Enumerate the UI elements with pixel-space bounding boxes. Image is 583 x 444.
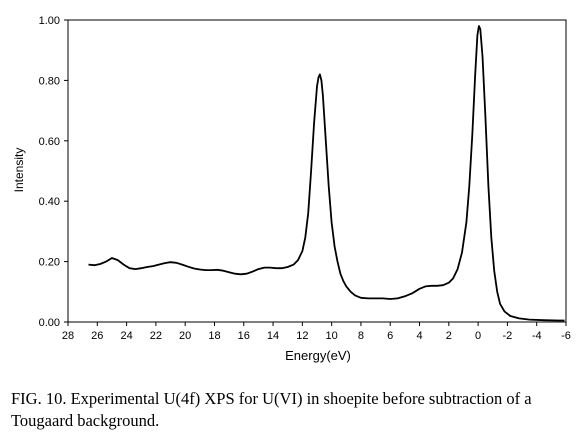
x-tick-label: 12 [296, 330, 308, 342]
plot-frame [67, 19, 567, 323]
spectrum-line [88, 25, 565, 322]
x-tick-label: 0 [475, 330, 481, 342]
x-tick-label: -2 [503, 330, 513, 342]
axis-ticks: 28 26 24 22 20 18 16 14 12 10 8 6 4 2 0 -2 -4 -60.000.200… [39, 15, 571, 342]
x-tick-label: 6 [387, 330, 393, 342]
x-tick-label: 8 [358, 330, 364, 342]
x-tick-label: 16 [238, 330, 250, 342]
x-tick-label: 4 [416, 330, 422, 342]
x-tick-label: 10 [326, 330, 338, 342]
x-tick-label: 26 [91, 330, 103, 342]
y-tick-label: 0.80 [39, 75, 60, 87]
x-tick-label: 24 [120, 330, 132, 342]
y-tick-label: 1.00 [39, 15, 60, 27]
x-tick-label: 22 [150, 330, 162, 342]
x-axis-label: Energy(eV) [285, 348, 351, 363]
figure-caption: FIG. 10. Experimental U(4f) XPS for U(VI… [11, 389, 532, 430]
y-tick-label: 0.20 [39, 257, 60, 269]
x-tick-label: -4 [532, 330, 542, 342]
x-tick-label: 20 [179, 330, 191, 342]
x-tick-label: 2 [446, 330, 452, 342]
x-tick-label: -6 [561, 330, 571, 342]
y-tick-label: 0.00 [39, 317, 60, 329]
x-tick-label: 14 [267, 330, 279, 342]
y-tick-label: 0.60 [39, 136, 60, 148]
y-tick-label: 0.40 [39, 196, 60, 208]
x-tick-label: 18 [208, 330, 220, 342]
x-tick-label: 28 [62, 330, 74, 342]
y-axis-label: Intensity [12, 148, 26, 193]
